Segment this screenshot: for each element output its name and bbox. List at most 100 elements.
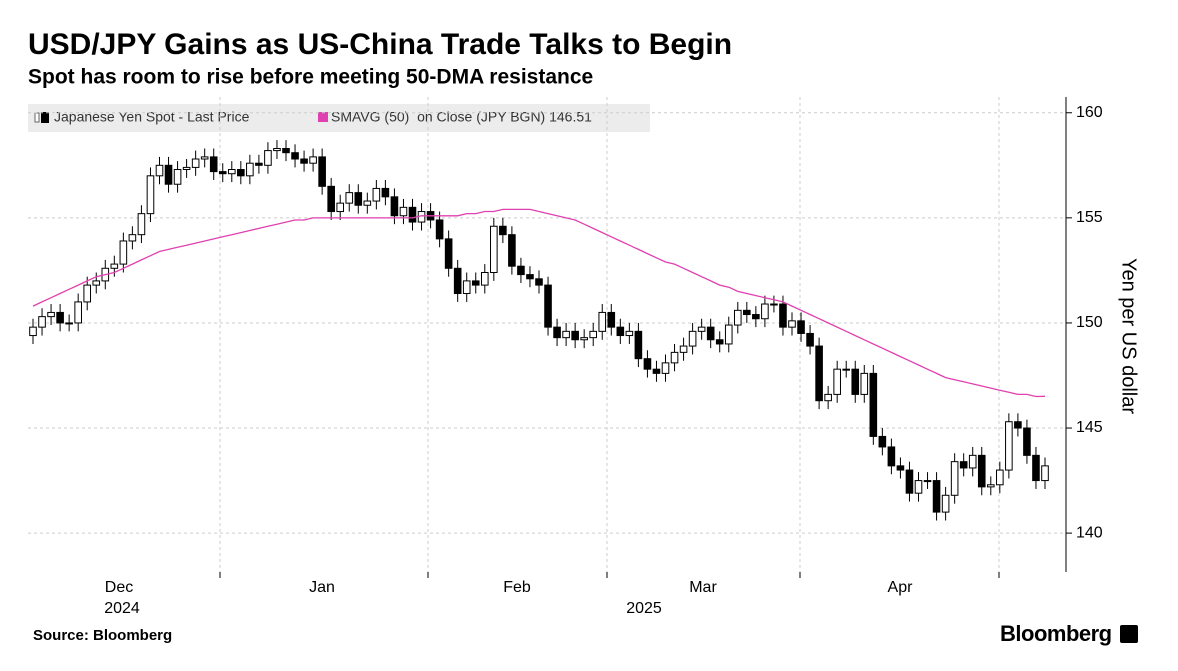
candle-body — [74, 301, 82, 324]
candle-body — [237, 169, 245, 177]
candle-body — [923, 480, 932, 483]
legend-icon — [41, 112, 49, 123]
candle-body — [182, 166, 191, 171]
legend-label: SMAVG (50) on Close (JPY BGN) 146.51 — [331, 109, 592, 125]
x-year-label: 2025 — [626, 600, 662, 617]
candle-body — [499, 225, 507, 236]
candle-body — [209, 156, 218, 173]
legend-icon — [34, 112, 40, 123]
candle-body — [652, 368, 661, 374]
candle-body — [589, 330, 598, 339]
candle-body — [191, 158, 200, 168]
candle-body — [770, 303, 778, 306]
candle-body — [110, 263, 119, 269]
candle-body — [914, 480, 923, 494]
candle-body — [1041, 465, 1049, 482]
candle-body — [761, 303, 769, 320]
candle-body — [246, 162, 254, 177]
candle-body — [625, 330, 634, 337]
candle-body — [300, 158, 308, 164]
candle-body — [345, 192, 354, 204]
candle-body — [607, 311, 616, 328]
candle-body — [715, 339, 724, 345]
candle-body — [878, 435, 887, 448]
candle-body — [381, 187, 390, 198]
candle-body — [164, 164, 173, 185]
x-tick-label: Mar — [689, 579, 717, 596]
candle-body — [535, 278, 543, 286]
sma-line — [32, 208, 1046, 398]
candle-body — [941, 494, 950, 513]
x-tick-label: Jan — [309, 579, 335, 596]
candle-body — [471, 280, 480, 286]
y-axis-title: Yen per US dollar — [1118, 258, 1140, 414]
candle-body — [752, 314, 760, 320]
candle-body — [526, 274, 534, 280]
candle-body — [733, 309, 742, 326]
candle-body — [724, 324, 733, 345]
candle-body — [200, 156, 209, 160]
candle-body — [1005, 421, 1013, 471]
candle-body — [327, 185, 335, 213]
candle-body — [56, 311, 64, 324]
candle-body — [291, 152, 299, 160]
candle-body — [480, 271, 489, 286]
candle-body — [372, 187, 381, 202]
source: Source: Bloomberg — [33, 627, 172, 644]
legend-icon — [318, 112, 328, 122]
candle-body — [408, 206, 417, 223]
y-tick-label: 145 — [1076, 419, 1103, 436]
candle-body — [490, 225, 498, 273]
candle-body — [38, 316, 46, 328]
candle-body — [562, 330, 570, 339]
candle-body — [580, 337, 588, 341]
candle-body — [282, 147, 290, 154]
y-tick-label: 150 — [1076, 314, 1103, 331]
candle-body — [354, 192, 363, 206]
candle-body — [155, 164, 164, 177]
candle-body — [968, 454, 977, 469]
candle-body — [634, 330, 643, 360]
candle-body — [779, 303, 787, 328]
candle-body — [688, 330, 697, 347]
candle-body — [788, 320, 796, 328]
candle-body — [309, 156, 317, 164]
legend-box — [28, 104, 650, 132]
candle-body — [553, 326, 561, 339]
candle-body — [598, 311, 607, 332]
x-tick-label: Apr — [888, 579, 914, 596]
candle-body — [264, 150, 272, 166]
candle-body — [544, 284, 552, 328]
candle-body — [273, 147, 281, 152]
candle-body — [824, 393, 832, 402]
candle-body — [842, 368, 851, 371]
candle-body — [616, 326, 625, 337]
candle-body — [887, 446, 896, 467]
candle-body — [905, 469, 914, 494]
candle-body — [706, 326, 715, 341]
candle-body — [227, 169, 236, 175]
candle-body — [571, 330, 579, 341]
candle-body — [47, 311, 55, 318]
candle-body — [833, 368, 841, 395]
brand-icon — [1120, 625, 1138, 643]
candle-body — [255, 162, 263, 166]
candle-body — [83, 284, 92, 303]
candle-body — [869, 372, 878, 437]
candle-body — [517, 265, 525, 276]
candle-body — [679, 345, 688, 353]
x-year-label: 2024 — [104, 600, 140, 617]
x-tick-label: Feb — [503, 579, 531, 596]
candle-body — [996, 469, 1004, 486]
candle-body — [119, 240, 128, 265]
candle-body — [508, 234, 516, 267]
candle-body — [435, 219, 444, 240]
candle-body — [137, 213, 146, 236]
candle-body — [1014, 421, 1022, 429]
candle-body — [128, 234, 137, 242]
candle-body — [29, 326, 37, 337]
brand: Bloomberg — [1000, 621, 1112, 646]
candle-body — [851, 368, 860, 395]
candle-body — [444, 238, 453, 269]
